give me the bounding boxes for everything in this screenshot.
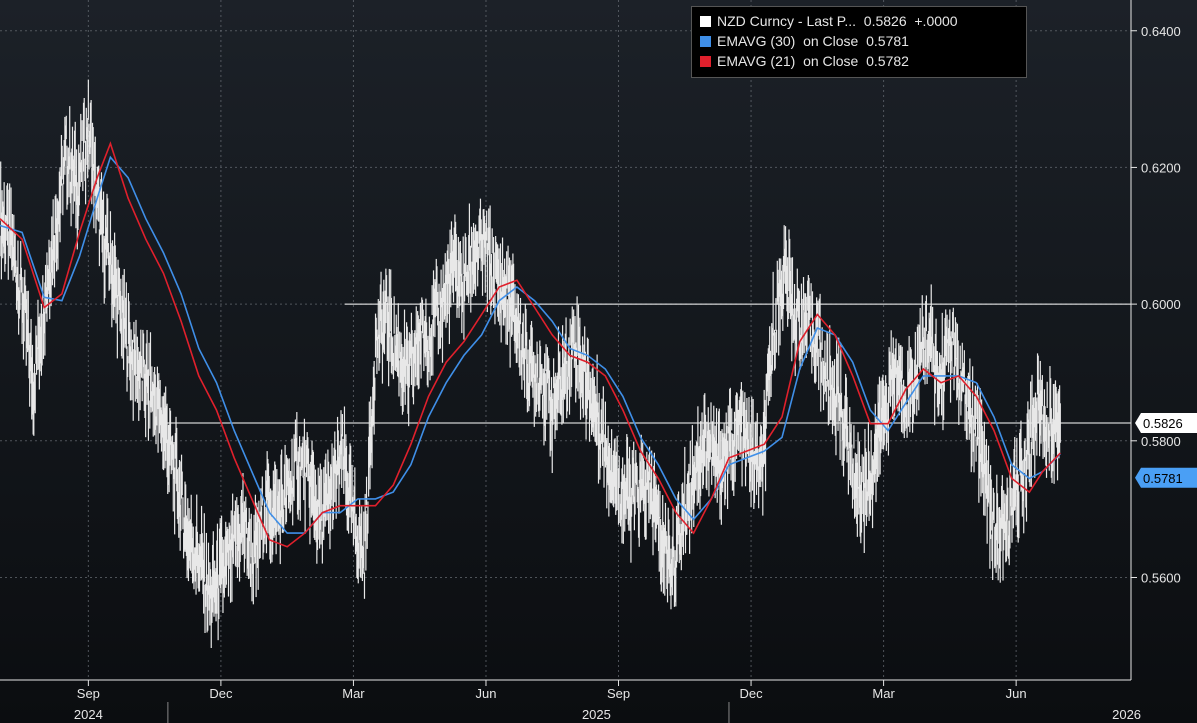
price-tag-label-0: 0.5826: [1143, 416, 1183, 431]
x-year-label-1: 2025: [582, 707, 611, 722]
x-year-label-2: 2026: [1112, 707, 1141, 722]
x-tick-label-0: Sep: [77, 686, 100, 701]
price-tag-bg-0: [1135, 413, 1197, 434]
legend-swatch-ema30: [700, 35, 711, 47]
x-year-label-0: 2024: [74, 707, 103, 722]
legend-row-ema21: EMAVG (21) on Close 0.5782: [700, 51, 1020, 71]
legend-swatch-price: [700, 15, 711, 27]
legend-box: NZD Curncy - Last P... 0.5826 +.0000 EMA…: [691, 6, 1027, 78]
series-line-1: [0, 155, 1061, 534]
x-tick-label-5: Dec: [739, 686, 763, 701]
series-line-2: [0, 141, 1061, 548]
x-tick-label-1: Dec: [209, 686, 233, 701]
legend-row-ema30: EMAVG (30) on Close 0.5781: [700, 31, 1020, 51]
legend-label-ema21: EMAVG (21) on Close 0.5782: [717, 53, 909, 69]
x-tick-label-7: Jun: [1006, 686, 1027, 701]
y-tick-label-0: 0.6400: [1141, 24, 1181, 39]
price-tag-bg-1: [1135, 467, 1197, 488]
legend-swatch-ema21: [700, 55, 711, 67]
y-tick-label-3: 0.5800: [1141, 434, 1181, 449]
legend-row-price: NZD Curncy - Last P... 0.5826 +.0000: [700, 11, 1020, 31]
y-tick-label-1: 0.6200: [1141, 160, 1181, 175]
price-tag-label-1: 0.5781: [1143, 471, 1183, 486]
x-tick-label-3: Jun: [475, 686, 496, 701]
legend-label-ema30: EMAVG (30) on Close 0.5781: [717, 33, 909, 49]
x-tick-label-2: Mar: [342, 686, 365, 701]
x-tick-label-4: Sep: [607, 686, 630, 701]
x-tick-label-6: Mar: [872, 686, 895, 701]
legend-label-price: NZD Curncy - Last P... 0.5826 +.0000: [717, 13, 958, 29]
y-tick-label-2: 0.6000: [1141, 297, 1181, 312]
y-tick-label-4: 0.5600: [1141, 570, 1181, 585]
